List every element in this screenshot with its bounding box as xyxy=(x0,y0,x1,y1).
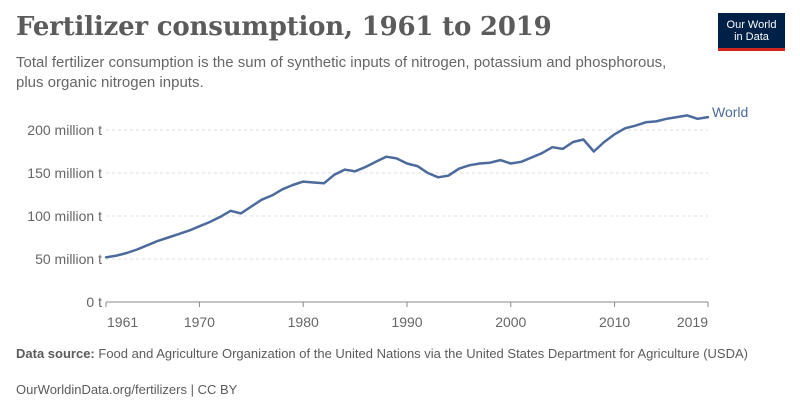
series-line-world xyxy=(104,114,710,259)
line-chart: 0 t 50 million t 100 million t 150 million … xyxy=(27,104,748,330)
chart-title: Fertilizer consumption, 1961 to 2019 xyxy=(16,12,552,42)
license-link[interactable]: CC BY xyxy=(197,382,238,397)
x-tick-label: 1961 xyxy=(107,314,138,330)
x-tick-label: 2000 xyxy=(495,314,526,330)
owid-logo[interactable]: Our World in Data xyxy=(718,13,785,51)
y-tick-label: 0 t xyxy=(86,294,102,310)
x-tick-label: 1990 xyxy=(391,314,422,330)
x-tick-label: 1970 xyxy=(184,314,215,330)
footer: Data source: Food and Agriculture Organi… xyxy=(16,345,776,363)
y-tick-label: 150 million t xyxy=(27,165,102,181)
x-tick-label: 1980 xyxy=(288,314,319,330)
y-tick-label: 200 million t xyxy=(27,122,102,138)
source-label: Data source: xyxy=(16,346,95,361)
footer-links: OurWorldinData.org/fertilizers | CC BY xyxy=(16,382,237,397)
axis-layer: 0 t 50 million t 100 million t 150 million … xyxy=(27,122,709,330)
grid-layer xyxy=(106,129,708,260)
x-tick-label: 2010 xyxy=(599,314,630,330)
source-url-link[interactable]: OurWorldinData.org/fertilizers xyxy=(16,382,187,397)
source-text: Food and Agriculture Organization of the… xyxy=(98,346,748,361)
series-layer: World xyxy=(104,104,748,259)
logo-accent-bar xyxy=(718,48,785,51)
y-tick-label: 50 million t xyxy=(35,251,102,267)
series-label-world: World xyxy=(712,104,748,120)
logo-line-1: Our World xyxy=(726,19,777,31)
chart-subtitle: Total fertilizer consumption is the sum … xyxy=(16,54,667,91)
y-tick-label: 100 million t xyxy=(27,208,102,224)
logo-line-2: in Data xyxy=(734,31,769,43)
footer-separator: | xyxy=(190,382,198,397)
x-tick-label: 2019 xyxy=(677,314,708,330)
